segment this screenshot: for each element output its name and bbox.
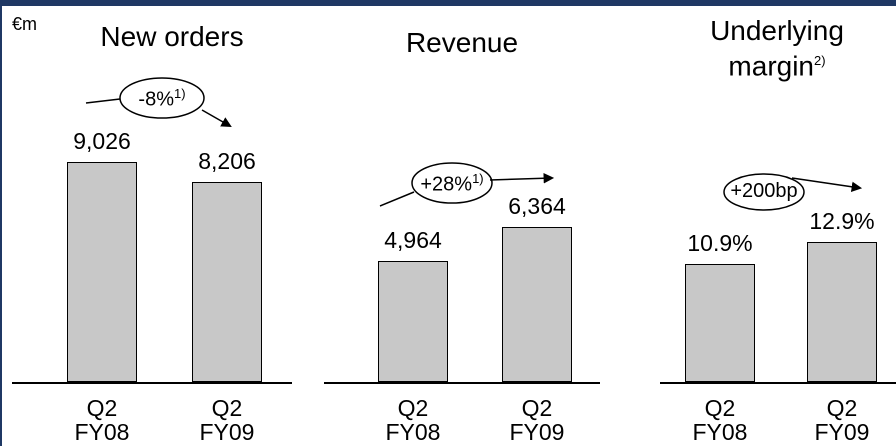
annotation-note: 1) xyxy=(174,86,186,101)
title-text: Revenue xyxy=(405,27,519,58)
value-label: 9,026 xyxy=(73,127,131,154)
annotation-note: 1) xyxy=(472,171,484,186)
axis-line xyxy=(12,382,292,384)
x-tick-label: Q2 FY08 xyxy=(692,395,748,445)
axis-line xyxy=(660,382,896,384)
bar xyxy=(192,181,262,382)
title-text: Underlying margin xyxy=(710,15,844,82)
bar xyxy=(502,226,572,382)
value-label: 12.9% xyxy=(809,208,875,235)
value-label: 10.9% xyxy=(687,229,753,256)
bar xyxy=(685,263,755,382)
x-tick-label: Q2 FY09 xyxy=(509,395,565,445)
growth-annotation: -8%1) xyxy=(112,86,212,112)
bar xyxy=(807,242,877,382)
x-tick-label: Q2 FY08 xyxy=(74,395,130,445)
chart-title: Revenue xyxy=(362,28,562,58)
annotation-text: +200bp xyxy=(730,180,798,202)
growth-annotation: +200bp xyxy=(714,180,814,203)
value-label: 6,364 xyxy=(508,192,566,219)
value-label: 8,206 xyxy=(198,147,256,174)
annotation-text: -8% xyxy=(138,88,174,111)
annotation-shapes xyxy=(85,77,863,211)
x-tick-label: Q2 FY09 xyxy=(199,395,255,445)
unit-label: €m xyxy=(12,14,38,34)
annotation-text: +28% xyxy=(420,173,473,196)
title-text: New orders xyxy=(100,21,244,52)
x-tick-label: Q2 FY08 xyxy=(385,395,441,445)
x-tick-label: Q2 FY09 xyxy=(814,395,870,445)
bar xyxy=(67,161,137,382)
axis-line xyxy=(324,382,600,384)
bar xyxy=(378,260,448,382)
title-note: 2) xyxy=(814,53,826,68)
chart-title: Underlying margin2) xyxy=(677,15,877,82)
growth-annotation: +28%1) xyxy=(402,171,502,197)
value-label: 4,964 xyxy=(384,226,442,253)
chart-title: New orders xyxy=(62,22,282,52)
